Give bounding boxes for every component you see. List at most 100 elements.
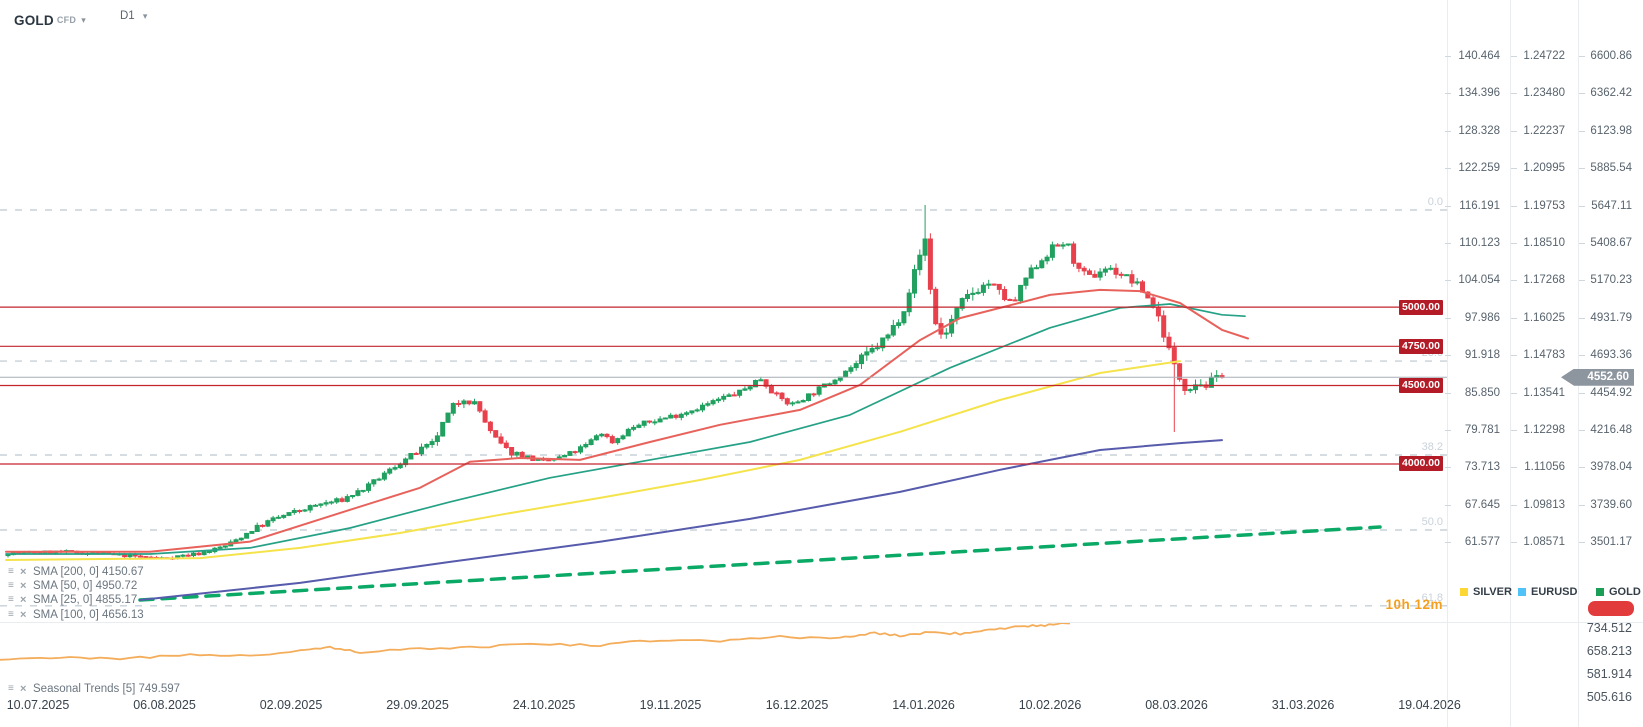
symbol-name: GOLD: [14, 12, 54, 28]
price-axis-value: 1.11056: [1505, 460, 1565, 474]
settings-icon[interactable]: ≡: [8, 580, 14, 591]
indicator-label-row: ≡ × SMA [50, 0] 4950.72: [8, 579, 137, 593]
price-axis-value: 110.123: [1413, 236, 1500, 250]
price-axis-value: 140.464: [1413, 49, 1500, 63]
price-axis-value: 4216.48: [1570, 423, 1632, 437]
price-axis-value: 5170.23: [1570, 273, 1632, 287]
date-label: 02.09.2025: [259, 698, 323, 712]
price-axis-value: 122.259: [1413, 161, 1500, 175]
date-label: 08.03.2026: [1145, 698, 1208, 712]
price-axis-value: 5408.67: [1570, 236, 1632, 250]
price-axis-value: 3501.17: [1570, 535, 1632, 549]
price-axis-value: 4931.79: [1570, 311, 1632, 325]
price-axis-value: 128.328: [1413, 124, 1500, 138]
timeframe-selector[interactable]: D1 ▾: [120, 10, 147, 22]
instrument-type-label: CFD: [56, 15, 77, 25]
date-label: 16.12.2025: [765, 698, 829, 712]
settings-icon[interactable]: ≡: [8, 683, 14, 694]
legend-label: EURUSD: [1531, 586, 1578, 598]
date-label: 10.02.2026: [1018, 698, 1082, 712]
legend-item-gold[interactable]: GOLD: [1596, 586, 1641, 598]
price-axis-value: 61.577: [1413, 535, 1500, 549]
price-axis-value: 5885.54: [1570, 161, 1632, 175]
price-axis-value: 1.12298: [1505, 423, 1565, 437]
price-level-badge: 5000.00: [1399, 299, 1443, 315]
axis-separator: [1510, 0, 1511, 727]
price-axis-value: 6123.98: [1570, 124, 1632, 138]
price-axis-value: 91.918: [1413, 348, 1500, 362]
axis-separator: [1578, 0, 1579, 727]
red-price-pill: [1588, 601, 1634, 616]
legend-color-swatch: [1460, 588, 1468, 596]
legend-item-eurusd[interactable]: EURUSD: [1518, 586, 1577, 598]
settings-icon[interactable]: ≡: [8, 594, 14, 605]
fib-level-label: 50.0: [1421, 516, 1443, 529]
current-price-badge: 4552.60: [1561, 368, 1634, 386]
price-axis-value: 1.18510: [1505, 236, 1565, 250]
indicator-axis-value: 734.512: [1586, 621, 1632, 635]
price-axis-value: 116.191: [1413, 199, 1500, 213]
price-axis-value: 1.22237: [1505, 124, 1565, 138]
price-axis-value: 1.13541: [1505, 386, 1565, 400]
candle-countdown: 10h 12m: [1385, 597, 1443, 612]
price-axis-value: 1.17268: [1505, 273, 1565, 287]
price-axis-value: 3978.04: [1570, 460, 1632, 474]
close-icon[interactable]: ×: [20, 609, 27, 621]
legend-label: SILVER: [1473, 586, 1512, 598]
date-label: 19.11.2025: [639, 698, 702, 712]
price-axis-value: 67.645: [1413, 498, 1500, 512]
price-axis-value: 73.713: [1413, 460, 1500, 474]
price-axis-value: 97.986: [1413, 311, 1500, 325]
price-axis-value: 5647.11: [1570, 199, 1632, 213]
date-label: 14.01.2026: [892, 698, 955, 712]
price-level-badge: 4000.00: [1399, 456, 1443, 472]
price-axis-value: 134.396: [1413, 86, 1500, 100]
price-axis-silver[interactable]: 140.464 134.396 128.328 122.259 116.191 110.1…: [1413, 0, 1500, 727]
price-axis-eurusd[interactable]: 1.24722 1.23480 1.22237 1.20995 1.19753 1.185…: [1505, 0, 1565, 727]
price-axis-value: 1.16025: [1505, 311, 1565, 325]
price-axis-value: 3739.60: [1570, 498, 1632, 512]
price-axis-value: 4454.92: [1570, 386, 1632, 400]
legend-label: GOLD: [1609, 586, 1641, 598]
panel-separator: [0, 622, 1643, 623]
indicator-axis-value: 505.616: [1586, 690, 1632, 704]
price-level-badge: 4500.00: [1399, 378, 1443, 394]
date-label: 31.03.2026: [1271, 698, 1335, 712]
date-label: 19.04.2026: [1398, 698, 1461, 712]
date-label: 24.10.2025: [512, 698, 576, 712]
close-icon[interactable]: ×: [20, 580, 27, 592]
indicator-label: SMA [200, 0] 4150.67: [33, 566, 144, 578]
settings-icon[interactable]: ≡: [8, 566, 14, 577]
fib-level-label: 38.2: [1421, 441, 1443, 454]
close-icon[interactable]: ×: [20, 683, 27, 695]
price-axis-value: 6362.42: [1570, 86, 1632, 100]
price-axis-value: 4693.36: [1570, 348, 1632, 362]
symbol-selector[interactable]: GOLD CFD ▾: [14, 13, 86, 28]
indicator-label: SMA [25, 0] 4855.17: [33, 594, 138, 606]
fib-level-label: 0.0: [1427, 196, 1443, 209]
settings-icon[interactable]: ≡: [8, 609, 14, 620]
chevron-down-icon: ▾: [142, 11, 148, 21]
close-icon[interactable]: ×: [20, 594, 27, 606]
price-axis-value: 1.08571: [1505, 535, 1565, 549]
legend-color-swatch: [1596, 588, 1604, 596]
indicator-label: Seasonal Trends [5] 749.597: [33, 683, 181, 695]
price-axis-value: 6600.86: [1570, 49, 1632, 63]
close-icon[interactable]: ×: [20, 566, 27, 578]
price-axis-value: 79.781: [1413, 423, 1500, 437]
chevron-down-icon: ▾: [81, 14, 86, 25]
price-axis-value: 104.054: [1413, 273, 1500, 287]
axis-separator: [1447, 0, 1448, 727]
legend-color-swatch: [1518, 588, 1526, 596]
indicator-label-row: ≡ × Seasonal Trends [5] 749.597: [8, 682, 180, 696]
price-level-badge: 4750.00: [1399, 338, 1443, 354]
date-label: 10.07.2025: [6, 698, 70, 712]
price-axis-value: 1.09813: [1505, 498, 1565, 512]
price-axis-value: 1.20995: [1505, 161, 1565, 175]
fib-level-label: 61.8: [1421, 591, 1443, 604]
price-axis-gold[interactable]: 6600.86 6362.42 6123.98 5885.54 5647.11 5408.…: [1570, 0, 1632, 727]
price-axis-value: 1.24722: [1505, 49, 1565, 63]
legend-item-silver[interactable]: SILVER: [1460, 586, 1512, 598]
